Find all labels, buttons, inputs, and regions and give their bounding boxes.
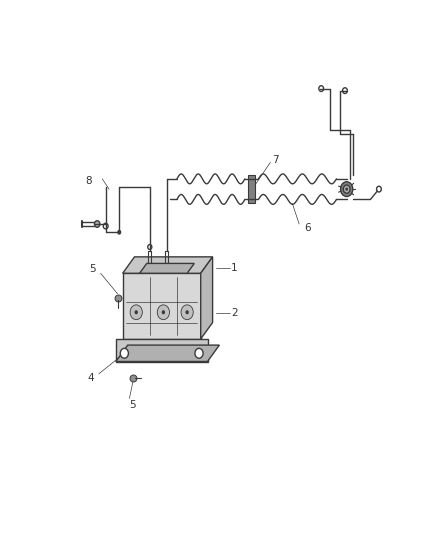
Circle shape — [148, 245, 152, 249]
Text: 5: 5 — [88, 264, 95, 274]
Polygon shape — [116, 345, 219, 361]
Text: 2: 2 — [231, 308, 238, 318]
Circle shape — [157, 305, 170, 320]
Polygon shape — [140, 263, 194, 273]
Circle shape — [319, 86, 324, 92]
Text: 8: 8 — [85, 176, 92, 186]
Circle shape — [117, 230, 121, 235]
Circle shape — [195, 349, 203, 358]
Text: 6: 6 — [304, 223, 311, 233]
Circle shape — [120, 349, 128, 358]
Circle shape — [377, 186, 381, 192]
Circle shape — [345, 188, 348, 191]
Polygon shape — [201, 257, 212, 339]
Circle shape — [162, 310, 165, 314]
Circle shape — [341, 182, 353, 197]
Polygon shape — [116, 339, 208, 361]
Bar — [248, 175, 255, 204]
Circle shape — [95, 221, 100, 227]
Circle shape — [130, 305, 142, 320]
Polygon shape — [123, 273, 201, 339]
Text: 5: 5 — [130, 400, 136, 409]
Circle shape — [185, 310, 189, 314]
Circle shape — [103, 223, 108, 229]
Polygon shape — [123, 257, 212, 273]
Circle shape — [343, 88, 347, 93]
Text: 7: 7 — [272, 156, 279, 165]
Circle shape — [181, 305, 193, 320]
Circle shape — [134, 310, 138, 314]
Text: 1: 1 — [231, 263, 238, 273]
Text: 4: 4 — [87, 373, 94, 383]
Circle shape — [343, 185, 350, 193]
